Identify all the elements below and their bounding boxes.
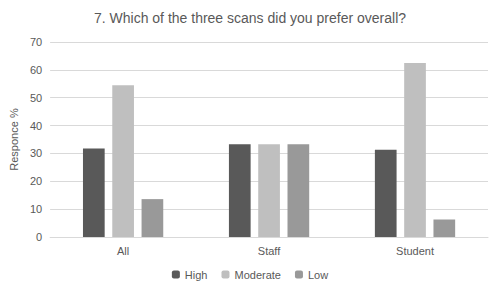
svg-text:Responce %: Responce % — [8, 108, 20, 171]
svg-text:Low: Low — [308, 269, 328, 281]
svg-text:7. Which of the three scans di: 7. Which of the three scans did you pref… — [94, 10, 406, 26]
svg-text:30: 30 — [30, 147, 42, 159]
svg-text:Student: Student — [396, 245, 434, 257]
svg-text:Staff: Staff — [258, 245, 281, 257]
svg-text:0: 0 — [36, 231, 42, 243]
svg-text:70: 70 — [30, 36, 42, 48]
svg-text:High: High — [185, 269, 208, 281]
svg-text:20: 20 — [30, 175, 42, 187]
svg-text:All: All — [117, 245, 129, 257]
svg-text:10: 10 — [30, 203, 42, 215]
svg-text:40: 40 — [30, 120, 42, 132]
svg-text:50: 50 — [30, 92, 42, 104]
svg-text:Moderate: Moderate — [234, 269, 280, 281]
svg-text:60: 60 — [30, 64, 42, 76]
